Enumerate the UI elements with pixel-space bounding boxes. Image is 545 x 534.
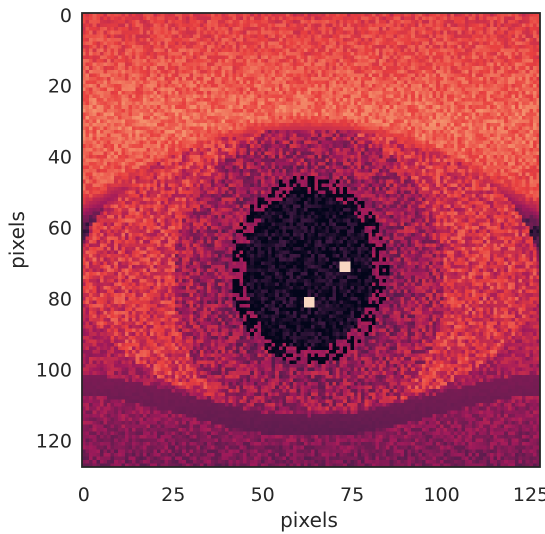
plot-frame (81, 12, 541, 468)
y-axis-label: pixels (5, 211, 29, 269)
x-tick-label: 125 (513, 484, 545, 506)
y-tick-label: 100 (36, 359, 72, 381)
y-tick-label: 0 (60, 5, 72, 27)
heatmap-image-container (82, 13, 540, 467)
y-tick-label: 60 (48, 218, 72, 240)
x-axis-ticks: 0 25 50 75 100 125 (78, 484, 545, 506)
y-axis-ticks: 0 20 40 60 80 100 120 (36, 5, 72, 453)
y-tick-label: 80 (48, 289, 72, 311)
y-tick-label: 120 (36, 430, 72, 452)
plot-area (81, 12, 541, 468)
x-axis-label: pixels (280, 508, 338, 532)
x-tick-label: 25 (161, 484, 185, 506)
y-tick-label: 40 (48, 147, 72, 169)
y-tick-label: 20 (48, 76, 72, 98)
x-tick-label: 50 (251, 484, 275, 506)
x-tick-label: 75 (340, 484, 364, 506)
heatmap-image (82, 13, 540, 467)
x-tick-label: 0 (78, 484, 90, 506)
x-tick-label: 100 (423, 484, 459, 506)
